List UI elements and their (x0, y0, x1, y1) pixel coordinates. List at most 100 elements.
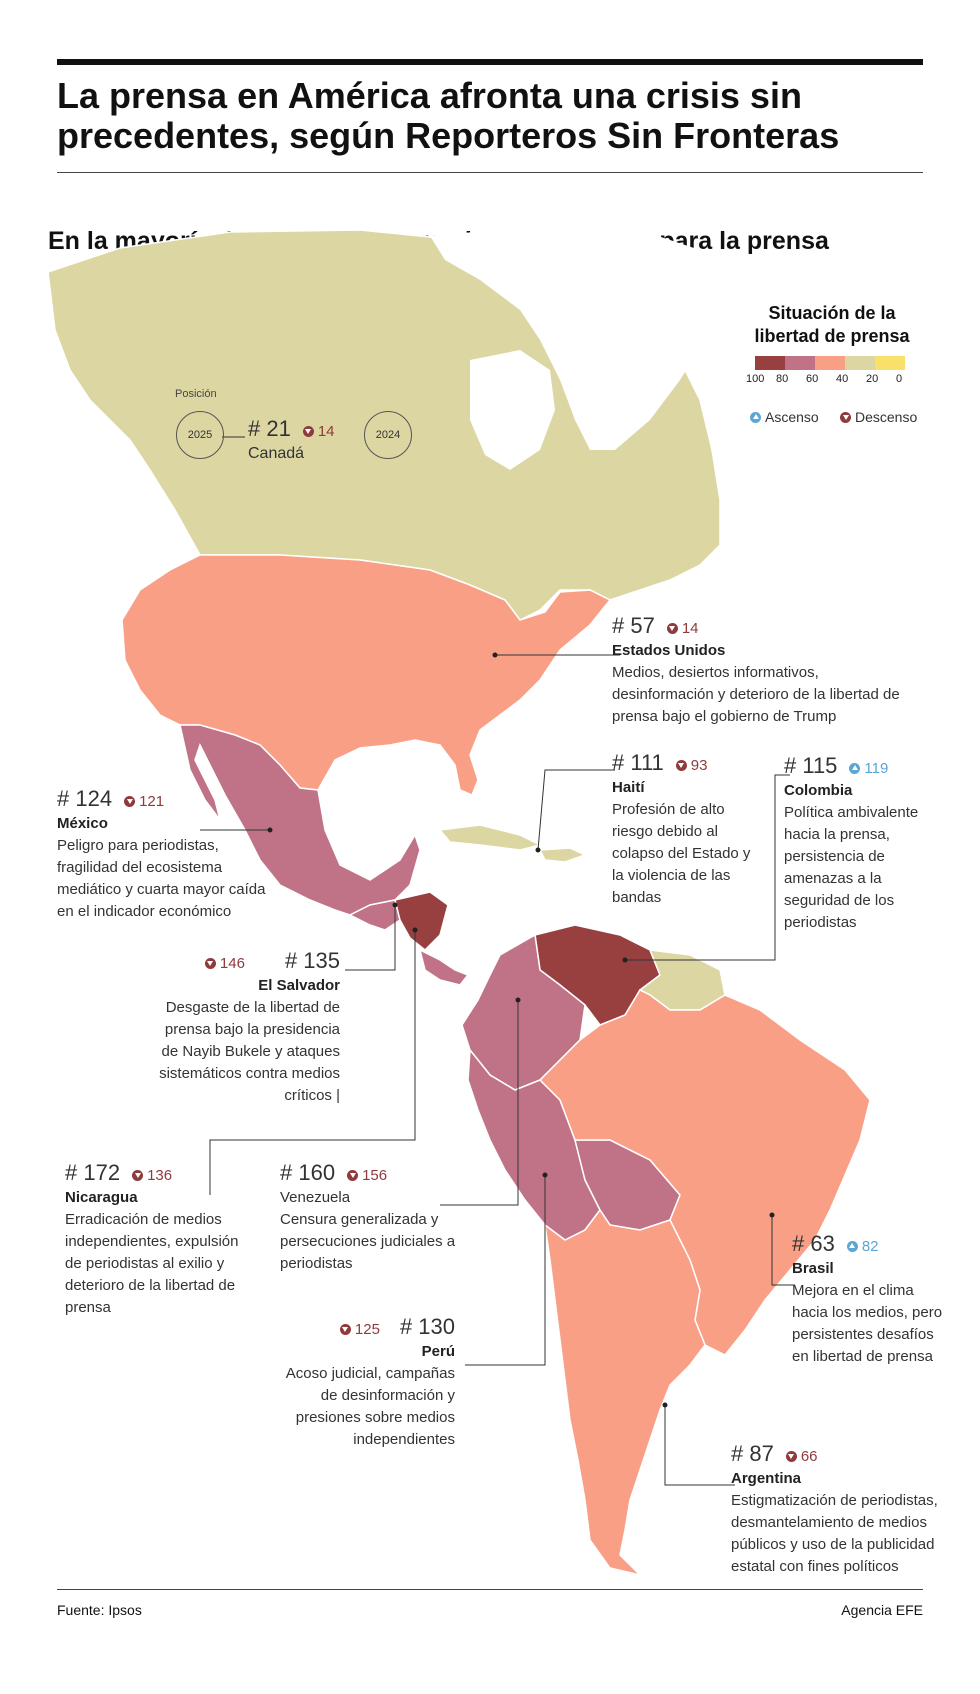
haiti-name: Haití (612, 779, 645, 796)
region-caribbean (438, 824, 587, 863)
colombia-rank: # 115 (784, 753, 838, 778)
region-usa (121, 554, 612, 796)
brasil-desc: Mejora en el clima hacia los medios, per… (792, 1282, 943, 1365)
peru-name: Perú (421, 1343, 455, 1360)
legend-tick-1: 80 (776, 373, 789, 385)
annotation-colombia: # 115 119 Colombia Política ambivalente h… (784, 755, 934, 934)
colombia-name: Colombia (784, 782, 853, 799)
annotation-peru: 125 # 130 Perú Acoso judicial, campañas d… (270, 1316, 455, 1451)
venezuela-name: Venezuela (280, 1189, 351, 1206)
legend-tick-4: 20 (866, 373, 879, 385)
elsalvador-previous: 146 (219, 955, 245, 972)
legend-title: Situación de la libertad de prensa (742, 302, 922, 348)
legend-swatch-4 (875, 356, 905, 370)
annotation-argentina: # 87 66 Argentina Estigmatización de peri… (731, 1443, 941, 1578)
legend-swatch-2 (815, 356, 845, 370)
canada-previous: 14 (317, 423, 335, 440)
brasil-previous: 82 (861, 1238, 879, 1255)
leader-haiti (537, 769, 615, 851)
nicaragua-name: Nicaragua (65, 1189, 138, 1206)
legend-swatch-0 (755, 356, 785, 370)
argentina-desc: Estigmatización de periodistas, desmante… (731, 1492, 938, 1575)
haiti-desc: Profesión de alto riesgo debido al colap… (612, 801, 751, 906)
mexico-rank: # 124 (57, 786, 113, 811)
elsalvador-desc: Desgaste de la libertad de prensa bajo l… (159, 999, 340, 1104)
venezuela-desc: Censura generalizada y persecuciones jud… (280, 1211, 456, 1272)
haiti-trend-icon (675, 760, 687, 771)
brasil-rank: # 63 (792, 1231, 835, 1256)
peru-desc: Acoso judicial, campañas de desinformaci… (285, 1365, 455, 1448)
annotation-venezuela: # 160 156 Venezuela Censura generalizada … (280, 1162, 460, 1275)
mexico-trend-icon (124, 796, 136, 807)
title-divider (57, 172, 923, 173)
legend-ascent-label: Ascenso (765, 409, 819, 425)
haiti-rank: # 111 (612, 750, 664, 775)
region-greenland (430, 226, 720, 450)
nicaragua-rank: # 172 (65, 1160, 121, 1185)
legend-tick-5: 0 (896, 373, 903, 385)
elsalvador-rank: # 135 (284, 948, 340, 973)
region-hudson-bay (470, 350, 555, 470)
brasil-trend-icon (846, 1241, 858, 1252)
haiti-previous: 93 (690, 757, 708, 774)
page-title: La prensa en América afronta una crisis … (57, 76, 937, 156)
leader-lines (200, 436, 795, 1486)
annotation-canada: # 21 14 Canadá (248, 418, 335, 465)
legend-descent: Descenso (840, 409, 917, 425)
argentina-name: Argentina (731, 1470, 802, 1487)
leader-nicaragua (209, 930, 416, 1195)
peru-trend-icon (339, 1324, 351, 1335)
footer-divider (57, 1589, 923, 1590)
title-line-1: La prensa en América afronta una crisis … (57, 75, 802, 116)
argentina-rank: # 87 (731, 1441, 774, 1466)
canada-descent-icon (302, 426, 314, 437)
mexico-previous: 121 (139, 793, 165, 810)
annotation-usa: # 57 14 Estados Unidos Medios, desiertos … (612, 615, 912, 728)
example-position-label: Posición (175, 388, 217, 400)
usa-desc: Medios, desiertos informativos, desinfor… (612, 664, 900, 725)
top-rule (57, 59, 923, 65)
venezuela-trend-icon (347, 1170, 359, 1181)
nicaragua-desc: Erradicación de medios independientes, e… (65, 1211, 239, 1316)
argentina-previous: 66 (800, 1448, 818, 1465)
elsalvador-trend-icon (204, 958, 216, 969)
ascent-marker-icon (750, 412, 761, 423)
venezuela-previous: 156 (362, 1167, 388, 1184)
peru-previous: 125 (354, 1321, 380, 1338)
leader-peru (465, 1175, 546, 1366)
leader-argentina (664, 1405, 735, 1486)
usa-rank: # 57 (612, 613, 655, 638)
annotation-elsalvador: 146 # 135 El Salvador Desgaste de la libe… (155, 950, 340, 1107)
legend-color-scale (755, 356, 905, 370)
example-circle-2024: 2024 (364, 411, 412, 459)
leader-elsalvador (345, 905, 396, 971)
usa-previous: 14 (681, 620, 699, 637)
mexico-desc: Peligro para periodistas, fragilidad del… (57, 837, 266, 920)
brasil-name: Brasil (792, 1260, 834, 1277)
leader-colombia (625, 774, 790, 961)
canada-name: Canadá (248, 445, 305, 462)
legend-tick-2: 60 (806, 373, 819, 385)
canada-rank: # 21 (248, 416, 291, 441)
legend-swatch-3 (845, 356, 875, 370)
argentina-trend-icon (785, 1451, 797, 1462)
annotation-mexico: # 124 121 México Peligro para periodistas… (57, 788, 282, 923)
legend-title-line-2: libertad de prensa (754, 326, 910, 346)
usa-name: Estados Unidos (612, 642, 726, 659)
colombia-trend-icon (849, 763, 861, 774)
annotation-haiti: # 111 93 Haití Profesión de alto riesgo d… (612, 752, 757, 909)
legend-title-line-1: Situación de la (768, 303, 896, 323)
mexico-name: México (57, 815, 108, 832)
nicaragua-previous: 136 (147, 1167, 173, 1184)
legend-swatch-1 (785, 356, 815, 370)
nicaragua-trend-icon (132, 1170, 144, 1181)
example-circle-2025: 2025 (176, 411, 224, 459)
colombia-previous: 119 (864, 760, 889, 777)
source-credit: Fuente: Ipsos (57, 1602, 142, 1618)
leader-brasil (771, 1215, 795, 1286)
title-line-2: precedentes, según Reporteros Sin Fronte… (57, 115, 840, 156)
venezuela-rank: # 160 (280, 1160, 336, 1185)
peru-rank: # 130 (399, 1314, 455, 1339)
colombia-desc: Política ambivalente hacia la prensa, pe… (784, 804, 919, 931)
agency-credit: Agencia EFE (841, 1602, 923, 1618)
